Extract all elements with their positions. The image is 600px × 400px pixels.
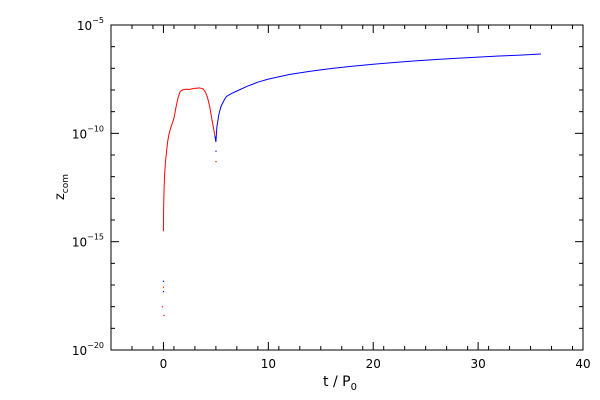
y-tick-label-base: 10 <box>72 127 87 141</box>
y-axis-label: zcom <box>53 174 71 200</box>
data-point <box>215 150 217 152</box>
x-tick-label: 20 <box>366 357 381 371</box>
y-tick-label-base: 10 <box>72 236 87 250</box>
scatter-layer <box>161 150 217 347</box>
data-point <box>162 291 165 293</box>
x-tick-label: 0 <box>160 357 168 371</box>
y-tick-label-base: 10 <box>72 344 87 358</box>
x-tick-label: 40 <box>575 357 590 371</box>
x-tick-label: 30 <box>470 357 485 371</box>
y-tick-label: 10−15 <box>72 233 104 250</box>
plot-frame <box>110 24 584 351</box>
y-axis-label-subscript: com <box>61 174 71 193</box>
y-tick-label: 10−10 <box>72 124 104 141</box>
data-point <box>161 306 164 308</box>
x-axis-label: t / P0 <box>323 374 357 393</box>
y-tick-label: 10−20 <box>72 341 104 358</box>
series-line-1 <box>162 87 216 232</box>
data-point <box>162 286 165 288</box>
series-line-2 <box>214 53 542 143</box>
y-tick-label-exponent: −5 <box>92 16 104 25</box>
data-point <box>162 280 165 282</box>
data-point <box>215 161 217 163</box>
y-tick-label-exponent: −10 <box>87 124 104 133</box>
x-axis-ticks: 0 10 20 30 40 <box>110 25 591 371</box>
y-tick-label-base: 10 <box>77 19 92 33</box>
x-axis-label-subscript: 0 <box>351 382 357 393</box>
data-point <box>163 314 165 316</box>
x-tick-label: 10 <box>261 357 276 371</box>
y-tick-label: 10−5 <box>77 16 104 33</box>
y-tick-label-exponent: −15 <box>87 233 104 242</box>
series-layer <box>162 53 542 232</box>
y-tick-label-exponent: −20 <box>87 341 104 350</box>
plot-area <box>110 24 584 351</box>
